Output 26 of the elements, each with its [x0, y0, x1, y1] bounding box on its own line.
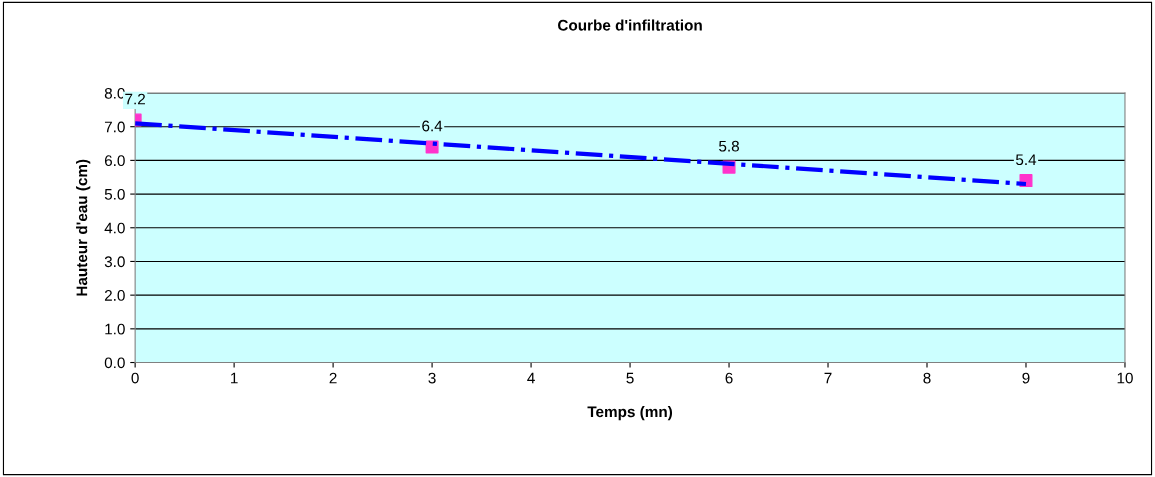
x-tick-label: 6 — [725, 372, 733, 384]
chart-title: Courbe d'infiltration — [558, 19, 702, 31]
y-tick-label: 5.0 — [104, 188, 125, 200]
data-label: 5.8 — [719, 140, 739, 152]
y-axis-title: Hauteur d'eau (cm) — [76, 159, 91, 296]
y-tick-label: 0.0 — [104, 357, 125, 369]
x-tick-label: 1 — [231, 372, 238, 384]
x-tick-label: 10 — [1117, 372, 1133, 384]
x-tick-label: 9 — [1022, 372, 1030, 384]
x-tick-label: 8 — [923, 372, 931, 384]
data-label: 6.4 — [422, 120, 443, 132]
y-tick-label: 1.0 — [105, 323, 125, 335]
x-tick-label: 7 — [824, 372, 832, 384]
x-axis-title: Temps (mn) — [587, 405, 673, 421]
x-tick-label: 2 — [329, 372, 337, 384]
y-tick-label: 7.0 — [104, 121, 125, 133]
x-tick-label: 0 — [131, 372, 139, 384]
data-label: 7.2 — [125, 93, 145, 105]
y-tick-label: 4.0 — [104, 222, 125, 234]
y-tick-label: 2.0 — [104, 290, 125, 301]
data-label: 5.4 — [1015, 154, 1037, 166]
x-tick-label: 4 — [527, 372, 535, 384]
y-tick-label: 3.0 — [104, 256, 125, 268]
x-tick-label: 5 — [626, 372, 634, 384]
x-tick-label: 3 — [428, 372, 436, 384]
y-tick-label: 6.0 — [104, 155, 125, 167]
